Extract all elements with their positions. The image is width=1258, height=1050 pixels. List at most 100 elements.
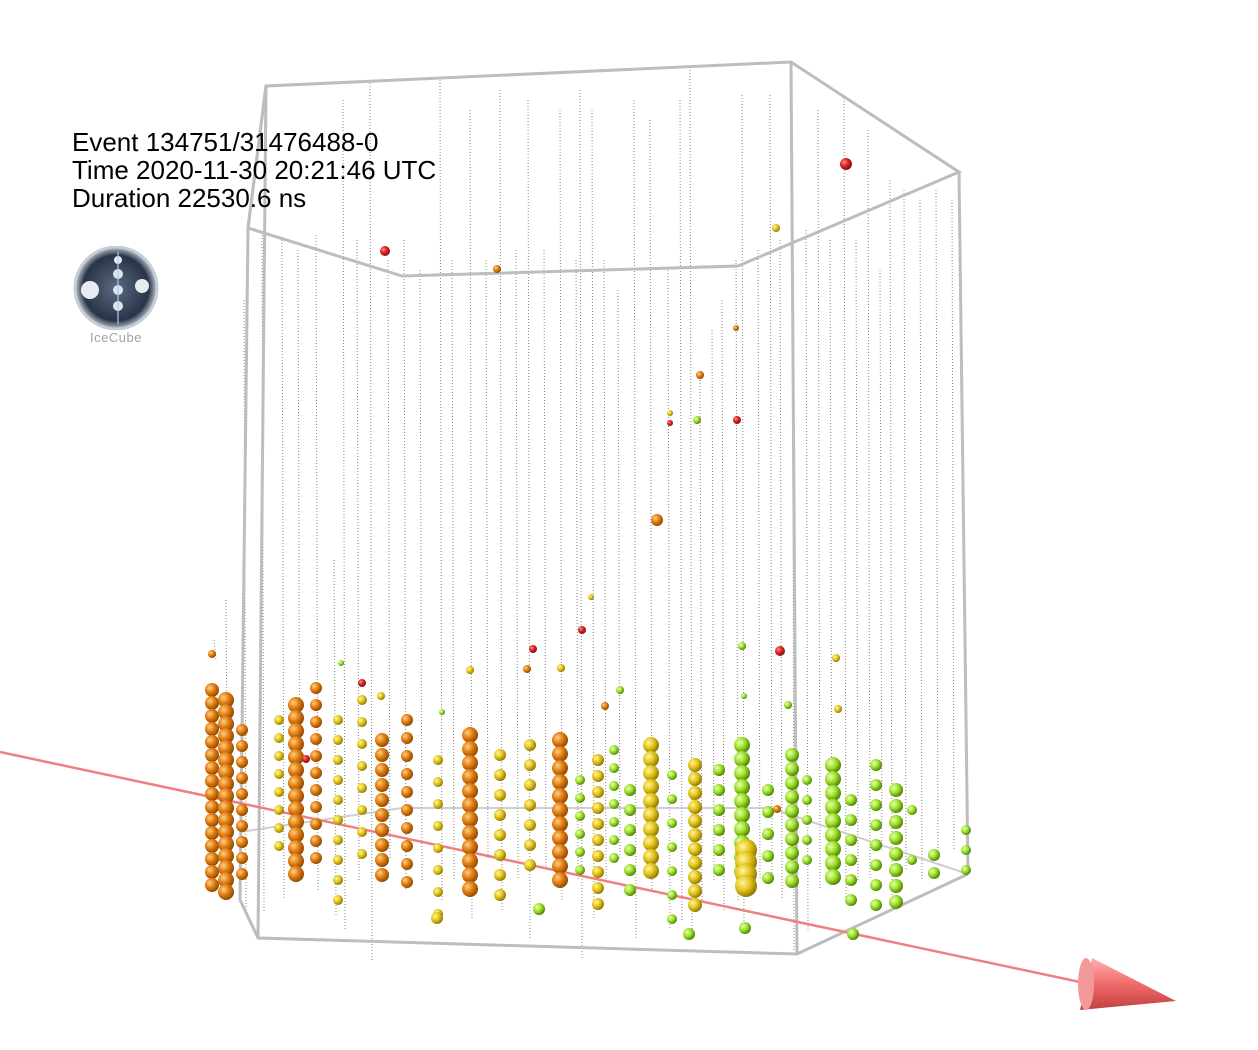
dom-hit [462, 867, 478, 883]
dom-hit [274, 823, 284, 833]
dom-hit [236, 836, 248, 848]
dom-hit [683, 928, 695, 940]
dom-hit [218, 728, 234, 744]
dom-hit [380, 246, 390, 256]
dom-hit [333, 795, 343, 805]
dom-hit [358, 679, 366, 687]
dom-hit [785, 846, 799, 860]
dom-hit [401, 768, 413, 780]
outline-edge-left-back [256, 85, 268, 939]
dom-hit [688, 814, 702, 828]
dom-hit [592, 850, 604, 862]
dom-hit [762, 828, 774, 840]
dom-hit [575, 775, 585, 785]
dom-hit [688, 786, 702, 800]
dom-hit [338, 660, 344, 666]
dom-hit [609, 781, 619, 791]
dom-hit [643, 849, 659, 865]
detector-string [315, 234, 319, 891]
event-duration-label: Duration 22530.6 ns [72, 183, 307, 213]
dom-hit [735, 875, 757, 897]
dom-hit [401, 786, 413, 798]
dom-hit [462, 769, 478, 785]
dom-hit [734, 821, 750, 837]
dom-hit [592, 882, 604, 894]
detector-string [579, 89, 583, 961]
dom-hit [834, 705, 842, 713]
dom-hit [205, 839, 219, 853]
dom-hit [274, 787, 284, 797]
dom-hit [624, 784, 636, 796]
dom-hit [494, 809, 506, 821]
dom-hit [785, 832, 799, 846]
dom-hit [218, 704, 234, 720]
dom-hit [601, 702, 609, 710]
dom-hit [462, 839, 478, 855]
detector-string [769, 94, 773, 881]
dom-hit [529, 645, 537, 653]
dom-hit [401, 732, 413, 744]
dom-hit [624, 844, 636, 856]
dom-hit [274, 841, 284, 851]
dom-hit [310, 682, 322, 694]
outline-edge-left [238, 227, 250, 901]
dom-hit [333, 775, 343, 785]
dom-hit [205, 800, 219, 814]
dom-hit [310, 750, 322, 762]
dom-hit [524, 739, 536, 751]
dom-hit [832, 654, 840, 662]
dom-hit [494, 889, 506, 901]
dom-hit [333, 855, 343, 865]
dom-hit [592, 866, 604, 878]
dom-hit [802, 775, 812, 785]
dom-hit [741, 693, 747, 699]
dom-hit [552, 774, 568, 790]
dom-hit [218, 692, 234, 708]
dom-hit [218, 824, 234, 840]
track-arrow-cone-base [1078, 958, 1094, 1010]
dom-hit [333, 735, 343, 745]
dom-hit [667, 770, 677, 780]
dom-hit [205, 696, 219, 710]
dom-hit [357, 717, 367, 727]
dom-hit [310, 767, 322, 779]
dom-hit [218, 716, 234, 732]
dom-hit [523, 665, 531, 673]
dom-hit [688, 772, 702, 786]
dom-hit [288, 697, 304, 713]
dom-hit [466, 666, 474, 674]
dom-hit [375, 853, 389, 867]
dom-hit [733, 416, 741, 424]
dom-hit [785, 804, 799, 818]
detector-string [817, 109, 821, 891]
outline-bottom-back [239, 807, 969, 875]
dom-hit [288, 710, 304, 726]
dom-hit [784, 701, 792, 709]
detector-string [387, 259, 391, 861]
dom-hit [773, 805, 781, 813]
dom-hit [433, 799, 443, 809]
dom-hit [592, 818, 604, 830]
dom-hit [667, 420, 673, 426]
dom-hit [494, 789, 506, 801]
dom-hit [333, 755, 343, 765]
dom-hit [688, 758, 702, 772]
dom-hit [734, 737, 750, 753]
dom-hit [667, 842, 677, 852]
dom-hit [218, 860, 234, 876]
dom-hit [667, 914, 677, 924]
dom-hit [310, 716, 322, 728]
dom-hit [713, 784, 725, 796]
dom-hit [433, 843, 443, 853]
dom-hit [713, 844, 725, 856]
dom-hit [357, 827, 367, 837]
dom-hit [825, 855, 841, 871]
dom-hit [693, 416, 701, 424]
icecube-logo-icon [73, 245, 159, 331]
dom-hit [772, 224, 780, 232]
detector-string [711, 329, 715, 881]
dom-hit [643, 793, 659, 809]
dom-hit [218, 752, 234, 768]
dom-hit [734, 807, 750, 823]
